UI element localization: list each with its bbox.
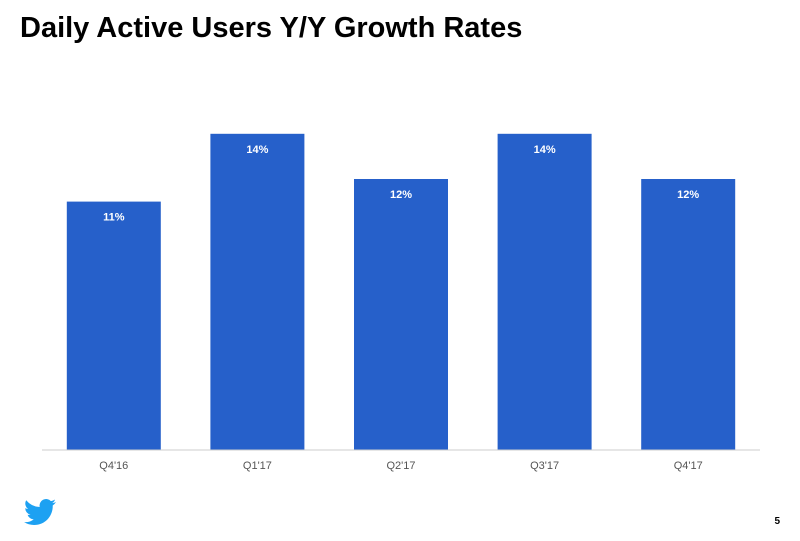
bar-value-label: 12%	[677, 189, 699, 201]
bar-q117	[210, 133, 305, 451]
bar-value-label: 12%	[390, 189, 412, 201]
page-number: 5	[774, 516, 780, 527]
bar-q416	[66, 201, 161, 450]
x-axis-ticks: Q4'16 Q1'17 Q2'17 Q3'17 Q4'17	[99, 460, 702, 472]
bars: 11% 14% 12% 14% 12%	[66, 133, 736, 451]
bar-value-label: 11%	[103, 212, 125, 224]
bar-value-label: 14%	[534, 144, 556, 156]
x-tick-label: Q3'17	[530, 460, 559, 472]
page-title: Daily Active Users Y/Y Growth Rates	[20, 12, 523, 44]
bar-q417	[641, 179, 736, 450]
x-tick-label: Q4'16	[99, 460, 128, 472]
bar-q317	[497, 133, 592, 451]
bar-value-label: 14%	[246, 144, 268, 156]
twitter-bird-icon	[24, 499, 56, 525]
x-tick-label: Q4'17	[674, 460, 703, 472]
x-tick-label: Q2'17	[386, 460, 415, 472]
bar-q217	[354, 179, 448, 450]
x-tick-label: Q1'17	[243, 460, 272, 472]
